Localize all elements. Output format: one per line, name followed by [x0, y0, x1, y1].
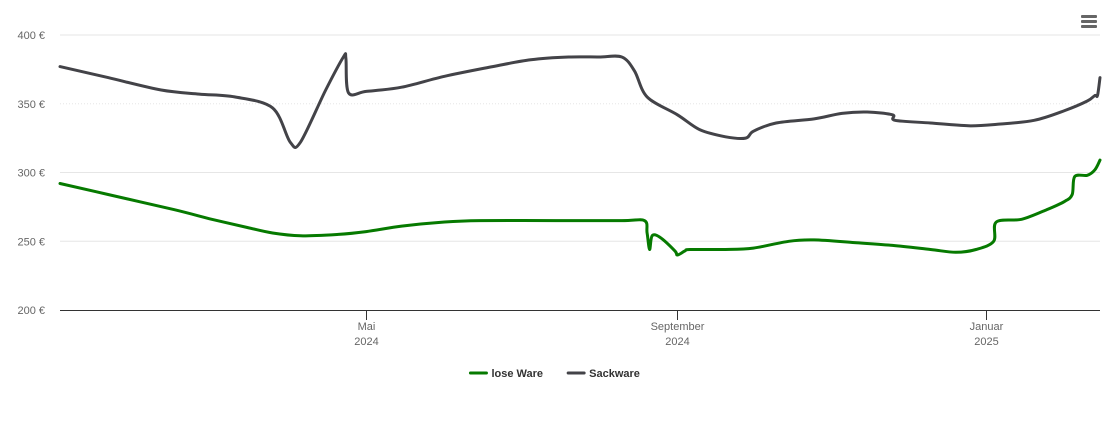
y-axis: 200 € 250 € 300 € 350 € 400 €: [17, 30, 45, 317]
legend-item-sackware[interactable]: Sackware: [566, 368, 640, 380]
y-tick-label: 350 €: [17, 99, 45, 111]
series-line-lose-ware[interactable]: [58, 158, 1102, 257]
legend-label: lose Ware: [491, 368, 543, 380]
y-tick-label: 200 €: [17, 305, 45, 317]
y-tick-label: 250 €: [17, 236, 45, 248]
y-tick-label: 300 €: [17, 168, 45, 180]
legend-label: Sackware: [589, 368, 640, 380]
y-tick-label: 400 €: [17, 30, 45, 42]
plot-series: [58, 52, 1102, 257]
x-tick-month-label: September: [651, 321, 705, 333]
legend: lose Ware Sackware: [468, 368, 640, 380]
x-tick-year-label: 2024: [354, 336, 378, 348]
x-tick-month-label: Januar: [970, 321, 1004, 333]
x-tick-year-label: 2025: [974, 336, 998, 348]
x-axis: Mai 2024 September 2024 Januar 2025: [60, 310, 1100, 348]
series-line-sackware[interactable]: [58, 52, 1102, 149]
x-tick-year-label: 2024: [665, 336, 689, 348]
grid-lines: [60, 34, 1100, 242]
hamburger-menu-icon[interactable]: [1076, 10, 1102, 34]
x-tick-month-label: Mai: [358, 321, 376, 333]
legend-item-lose-ware[interactable]: lose Ware: [468, 368, 543, 380]
